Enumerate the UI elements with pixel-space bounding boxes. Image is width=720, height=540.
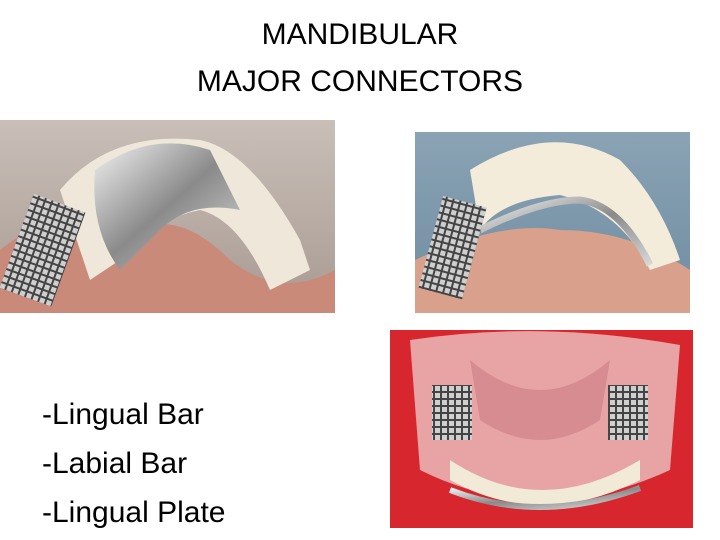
photo-lingual-plate [0,120,335,313]
photo-labial-bar [390,330,693,528]
list-item: -Lingual Plate [42,496,225,529]
title-line: MAJOR CONNECTORS [197,65,523,98]
photo-lingual-bar [415,132,690,313]
list-item: -Lingual Bar [42,398,204,431]
list-item: -Labial Bar [42,447,187,480]
title-line: MANDIBULAR [262,18,459,51]
